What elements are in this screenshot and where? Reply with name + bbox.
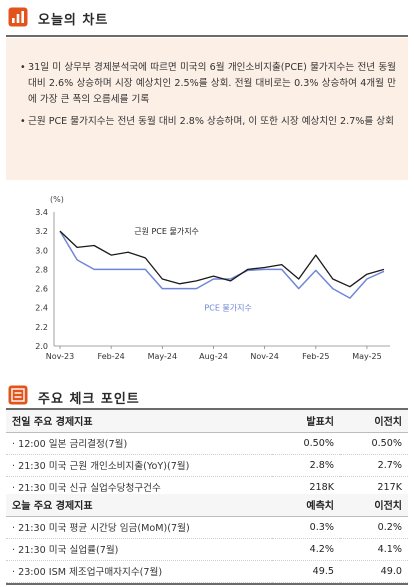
series-label-core-pce: 근원 PCE 물가지수 <box>134 227 199 236</box>
section-header-check-points: 주요 체크 포인트 <box>0 380 414 410</box>
divider <box>6 583 408 585</box>
table-row: · 21:30 미국 실업률(7월) 4.2% 4.1% <box>6 538 408 561</box>
line-chart: (%) 3.4 3.2 3.0 2.8 2.6 2.4 2.2 2.0 Nov-23 Feb-24 M… <box>6 190 408 368</box>
summary-box: 31일 미 상무부 경제분석국에 따르면 미국의 6월 개인소비지출(PCE) … <box>6 38 408 180</box>
section-title: 오늘의 차트 <box>38 13 109 28</box>
x-tick-label: Feb-25 <box>302 352 329 361</box>
summary-bullet: 31일 미 상무부 경제분석국에 따르면 미국의 6월 개인소비지출(PCE) … <box>20 60 396 108</box>
y-tick-label: 2.0 <box>35 342 48 351</box>
column-header: 발표치 <box>272 410 340 433</box>
indicator-actual: 0.50% <box>272 432 340 455</box>
indicator-previous: 4.1% <box>340 538 408 561</box>
indicator-previous: 49.0 <box>340 560 408 583</box>
y-unit-label: (%) <box>50 195 64 204</box>
x-tick-label: Feb-24 <box>98 352 125 361</box>
y-tick-label: 3.0 <box>35 246 48 255</box>
summary-list: 31일 미 상무부 경제분석국에 따르면 미국의 6월 개인소비지출(PCE) … <box>20 60 396 136</box>
column-header: 이전치 <box>340 410 408 433</box>
chart-icon <box>8 7 28 27</box>
indicator-name: · 21:30 미국 근원 개인소비지출(YoY)(7월) <box>6 454 272 477</box>
today-indicators-table: 오늘 주요 경제지표 예측치 이전치 · 21:30 미국 평균 시간당 임금(… <box>6 494 408 583</box>
table-row: · 12:00 일본 금리결정(7월) 0.50% 0.50% <box>6 432 408 455</box>
x-tick-label: May-25 <box>352 352 381 361</box>
indicator-name: · 21:30 미국 실업률(7월) <box>6 538 272 561</box>
series-line-pce <box>59 230 385 299</box>
table-row: · 21:30 미국 평균 시간당 임금(MoM)(7월) 0.3% 0.2% <box>6 516 408 539</box>
table-header-row: 오늘 주요 경제지표 예측치 이전치 <box>6 494 408 517</box>
series-label-pce: PCE 물가지수 <box>204 304 251 313</box>
indicator-forecast: 0.3% <box>272 516 340 539</box>
summary-bullet: 근원 PCE 물가지수는 전년 동월 대비 2.8% 상승하며, 이 또한 시장… <box>20 114 396 130</box>
indicator-forecast: 4.2% <box>272 538 340 561</box>
column-header: 이전치 <box>340 494 408 517</box>
table-row: · 23:00 ISM 제조업구매자지수(7월) 49.5 49.0 <box>6 560 408 583</box>
table-row: · 21:30 미국 신규 실업수당청구건수 218K 217K <box>6 476 408 499</box>
x-tick-label: Nov-24 <box>250 352 278 361</box>
indicator-previous: 0.2% <box>340 516 408 539</box>
section-header-todays-chart: 오늘의 차트 <box>0 0 414 36</box>
y-tick-label: 2.8 <box>35 265 48 274</box>
column-header: 오늘 주요 경제지표 <box>6 494 272 517</box>
table-header-row: 전일 주요 경제지표 발표치 이전치 <box>6 410 408 433</box>
column-header: 예측치 <box>272 494 340 517</box>
y-tick-label: 2.2 <box>35 323 48 332</box>
indicator-forecast: 49.5 <box>272 560 340 583</box>
y-tick-label: 2.6 <box>35 285 48 294</box>
indicator-previous: 0.50% <box>340 432 408 455</box>
section-title: 주요 체크 포인트 <box>38 392 140 407</box>
series-line-core-pce <box>59 230 385 288</box>
table-row: · 21:30 미국 근원 개인소비지출(YoY)(7월) 2.8% 2.7% <box>6 454 408 477</box>
y-tick-label: 3.2 <box>35 227 48 236</box>
y-tick-label: 3.4 <box>35 208 48 217</box>
prev-indicators-table: 전일 주요 경제지표 발표치 이전치 · 12:00 일본 금리결정(7월) 0… <box>6 410 408 499</box>
divider <box>6 408 408 410</box>
y-tick-label: 2.4 <box>35 304 48 313</box>
x-tick-label: May-24 <box>148 352 177 361</box>
indicator-name: · 21:30 미국 평균 시간당 임금(MoM)(7월) <box>6 516 272 539</box>
indicator-name: · 12:00 일본 금리결정(7월) <box>6 432 272 455</box>
x-tick-label: Nov-23 <box>46 352 74 361</box>
indicator-name: · 23:00 ISM 제조업구매자지수(7월) <box>6 560 272 583</box>
checklist-icon <box>8 385 28 405</box>
indicator-actual: 2.8% <box>272 454 340 477</box>
column-header: 전일 주요 경제지표 <box>6 410 272 433</box>
indicator-previous: 2.7% <box>340 454 408 477</box>
x-tick-label: Aug-24 <box>199 352 228 361</box>
divider <box>6 35 408 37</box>
